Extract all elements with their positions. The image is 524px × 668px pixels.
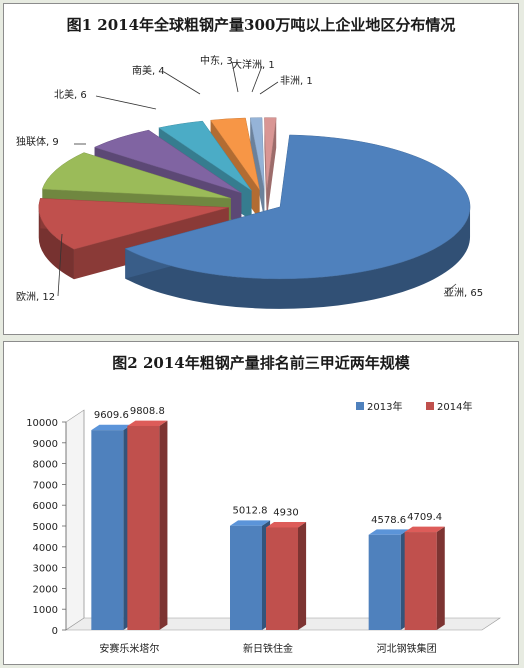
pie-label-欧洲: 欧洲, 12 [16, 291, 55, 303]
pie-chart-title: 图1 2014年全球粗钢产量300万吨以上企业地区分布情况 [66, 16, 456, 34]
pie-slice-非洲 [264, 117, 277, 220]
bar-value-label: 5012.8 [233, 506, 268, 517]
pie-label-亚洲: 亚洲, 65 [444, 287, 483, 299]
legend-swatch [426, 402, 434, 410]
y-tick-label: 9000 [33, 439, 58, 450]
x-tick-label: 安赛乐米塔尔 [99, 642, 159, 655]
bar-value-label: 9808.8 [130, 406, 165, 417]
leader-line [57, 233, 63, 297]
y-axis: 0 1000 2000 3000 4000 5000 6000 7000 8000 9000 100… [26, 418, 67, 637]
leader-line [443, 283, 457, 295]
bar-value-label: 9609.6 [94, 410, 129, 421]
y-tick-label: 2000 [33, 584, 58, 595]
y-tick-label: 4000 [33, 543, 58, 554]
y-tick-label: 6000 [33, 501, 58, 512]
x-tick-label: 新日铁住金 [243, 642, 293, 655]
bar-chart-title: 图2 2014年粗钢产量排名前三甲近两年规模 [112, 354, 410, 372]
y-tick-label: 1000 [33, 605, 58, 616]
x-tick-label: 河北钢铁集团 [377, 642, 437, 655]
bar-2014年-安赛乐米塔尔: 9808.8 [127, 406, 168, 630]
pie-chart: 亚洲, 65 欧洲, 12 独联体, 9 北美, 6 南美, 4 中东, 3 大洋洲, 1 非… [16, 54, 483, 309]
bar-value-label: 4930 [273, 507, 298, 518]
bar-value-label: 4578.6 [371, 515, 406, 526]
pie-label-北美: 北美, 6 [54, 88, 87, 101]
bar-chart: 0 1000 2000 3000 4000 5000 6000 7000 8000 9000 100… [26, 400, 501, 655]
bar-value-label: 4709.4 [407, 512, 442, 523]
bars: 9609.6 9808.8 5012.8 4930 4578.6 4709.4 [91, 406, 445, 630]
y-tick-label: 5000 [33, 522, 58, 533]
leader-line [231, 61, 239, 93]
legend-label: 2013年 [367, 400, 402, 413]
bar-2014年-河北钢铁集团: 4709.4 [404, 512, 445, 630]
pie-slice-亚洲 [124, 134, 471, 309]
bar-2014年-新日铁住金: 4930 [266, 507, 307, 630]
pie-label-中东: 中东, 3 [200, 54, 233, 67]
leader-line [95, 95, 157, 110]
legend-swatch [356, 402, 364, 410]
bar-2013年-河北钢铁集团: 4578.6 [368, 515, 409, 630]
y-tick-label: 10000 [26, 418, 58, 429]
y-tick-label: 3000 [33, 564, 58, 575]
pie-label-非洲: 非洲, 1 [280, 75, 313, 87]
pie-labels: 亚洲, 65 欧洲, 12 独联体, 9 北美, 6 南美, 4 中东, 3 大洋洲, 1 非… [16, 54, 483, 303]
pie-slice-大洋洲 [249, 117, 265, 220]
leader-line [259, 81, 279, 95]
y-tick-label: 0 [52, 626, 58, 637]
legend-label: 2014年 [437, 400, 472, 413]
bar-chart-panel: 图2 2014年粗钢产量排名前三甲近两年规模 0 1000 2000 3000 4000… [3, 341, 519, 665]
leader-line [163, 71, 201, 95]
pie-chart-panel: 图1 2014年全球粗钢产量300万吨以上企业地区分布情况 亚洲, 65 欧洲, … [3, 3, 519, 335]
pie-label-南美: 南美, 4 [132, 64, 165, 77]
legend: 2013年 2014年 [356, 400, 472, 413]
bar-2013年-新日铁住金: 5012.8 [230, 506, 271, 630]
y-tick-label: 8000 [33, 460, 58, 471]
y-tick-label: 7000 [33, 480, 58, 491]
leader-line [251, 65, 263, 93]
pie-label-独联体: 独联体, 9 [16, 135, 59, 148]
pie-slices [38, 117, 471, 309]
bar-2013年-安赛乐米塔尔: 9609.6 [91, 410, 132, 630]
pie-label-大洋洲: 大洋洲, 1 [232, 58, 275, 71]
